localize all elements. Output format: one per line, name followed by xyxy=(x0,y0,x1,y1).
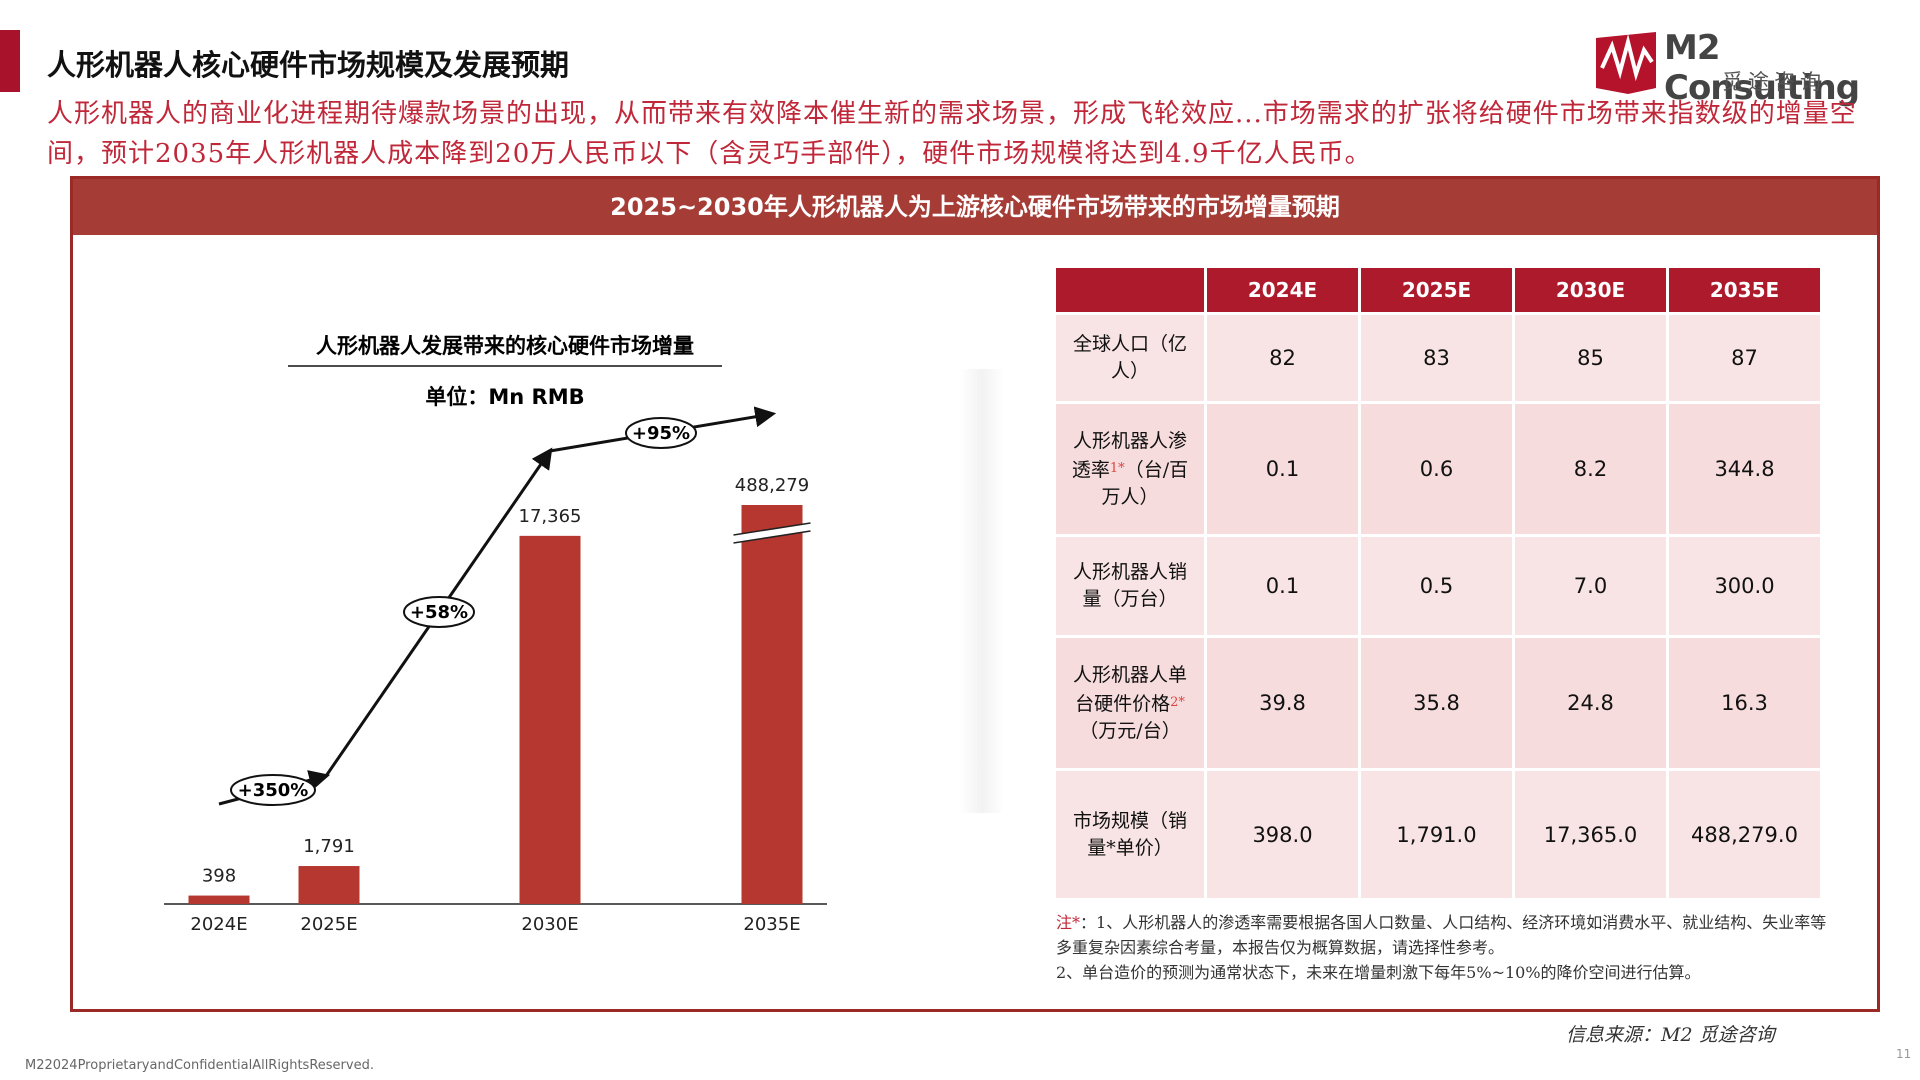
row-label-text: 人形机器人单台硬件价格 xyxy=(1072,663,1187,715)
page-number: 11 xyxy=(1896,1047,1912,1061)
data-label: 398 xyxy=(202,866,236,887)
row-label-text: 人形机器人渗透率 xyxy=(1071,429,1187,481)
table-cell: 24.8 xyxy=(1515,638,1666,768)
divider-shade xyxy=(960,369,1004,813)
header-cell: 2030E xyxy=(1515,268,1666,312)
table-cell: 7.0 xyxy=(1515,537,1666,635)
table-cell: 8.2 xyxy=(1515,404,1666,534)
footer: M22024ProprietaryandConfidentialAllRight… xyxy=(25,1058,374,1073)
row-label-text: 人形机器人销量（万台） xyxy=(1072,561,1187,610)
x-tick-label: 2030E xyxy=(521,914,578,935)
chart-subtitle: 单位：Mn RMB xyxy=(425,385,584,409)
note-text: ：1、人形机器人的渗透率需要根据各国人口数量、人口结构、经济环境如消费水平、就业… xyxy=(1056,913,1827,957)
row-label: 全球人口（亿人） xyxy=(1056,315,1204,401)
row-unit: （万元/台） xyxy=(1079,719,1181,742)
x-tick-label: 2024E xyxy=(190,914,247,935)
header-cell: 2024E xyxy=(1207,268,1358,312)
table-cell: 83 xyxy=(1361,315,1512,401)
table-cell: 0.1 xyxy=(1207,537,1358,635)
table-cell: 0.1 xyxy=(1207,404,1358,534)
table-cell: 300.0 xyxy=(1669,537,1820,635)
header-cell: 2025E xyxy=(1361,268,1512,312)
row-label: 人形机器人单台硬件价格2* （万元/台） xyxy=(1056,638,1204,768)
accent-bar xyxy=(0,30,20,92)
panel-title: 2025~2030年人形机器人为上游核心硬件市场带来的市场增量预期 xyxy=(73,179,1877,235)
intro-text: 人形机器人的商业化进程期待爆款场景的出现，从而带来有效降本催生新的需求场景，形成… xyxy=(47,99,1857,169)
table-cell: 0.6 xyxy=(1361,404,1512,534)
growth-badge xyxy=(403,596,475,628)
table-cell: 82 xyxy=(1207,315,1358,401)
table-cell: 488,279.0 xyxy=(1669,771,1820,898)
footnote-mark: 2* xyxy=(1170,694,1185,710)
note-prefix: 注* xyxy=(1056,913,1081,932)
table-cell: 398.0 xyxy=(1207,771,1358,898)
bar xyxy=(741,505,803,904)
row-unit: （台/百万人） xyxy=(1101,458,1189,508)
table-cell: 85 xyxy=(1515,315,1666,401)
table-row: 人形机器人单台硬件价格2* （万元/台） 39.8 35.8 24.8 16.3 xyxy=(1056,638,1820,768)
bar xyxy=(188,895,250,904)
logo-subtext: 觅途咨询 xyxy=(1722,70,1826,94)
logo-text: M2 Consulting xyxy=(1664,28,1860,108)
note-line: 2、单台造价的预测为通常状态下，未来在增量刺激下每年5%~10%的降价空间进行估… xyxy=(1056,963,1701,982)
footnote-mark: 1* xyxy=(1109,460,1125,476)
slide-title: 人形机器人核心硬件市场规模及发展预期 xyxy=(47,48,570,82)
note-line: 注*：1、人形机器人的渗透率需要根据各国人口数量、人口结构、经济环境如消费水平、… xyxy=(1056,910,1836,960)
x-tick-label: 2025E xyxy=(300,914,357,935)
table-row: 市场规模（销量*单价） 398.0 1,791.0 17,365.0 488,279.0 xyxy=(1056,771,1820,898)
table-cell: 17,365.0 xyxy=(1515,771,1666,898)
table-cell: 16.3 xyxy=(1669,638,1820,768)
table-cell: 35.8 xyxy=(1361,638,1512,768)
bar xyxy=(298,866,360,904)
data-label: 488,279 xyxy=(735,475,809,496)
row-label: 人形机器人渗透率1*（台/百万人） xyxy=(1056,404,1204,534)
data-label: 17,365 xyxy=(519,506,582,527)
table-cell: 1,791.0 xyxy=(1361,771,1512,898)
header-cell xyxy=(1056,268,1204,312)
table-cell: 87 xyxy=(1669,315,1820,401)
row-label: 人形机器人销量（万台） xyxy=(1056,537,1204,635)
axis-break-line xyxy=(733,522,811,536)
header-cell: 2035E xyxy=(1669,268,1820,312)
axis-break-line xyxy=(733,530,811,544)
table-cell: 39.8 xyxy=(1207,638,1358,768)
data-label: 1,791 xyxy=(303,836,355,857)
axis-break xyxy=(733,523,811,543)
table-row: 全球人口（亿人） 82 83 85 87 xyxy=(1056,315,1820,401)
growth-label: +58% xyxy=(410,602,468,623)
notes: 注*：1、人形机器人的渗透率需要根据各国人口数量、人口结构、经济环境如消费水平、… xyxy=(1056,910,1836,985)
x-tick-label: 2035E xyxy=(743,914,800,935)
row-label-text: 市场规模 xyxy=(1072,809,1149,832)
chart: 人形机器人发展带来的核心硬件市场增量 单位：Mn RMB 398 2024E 1,7… xyxy=(164,334,827,935)
data-table: 2024E 2025E 2030E 2035E 全球人口（亿人） 82 83 85 87 人形机器… xyxy=(1053,265,1823,901)
logo-mark xyxy=(1596,32,1656,94)
source: 信息来源：M2 觅途咨询 xyxy=(1566,1024,1775,1046)
growth-label: +350% xyxy=(238,780,309,801)
bar xyxy=(519,535,581,904)
table-row: 人形机器人渗透率1*（台/百万人） 0.1 0.6 8.2 344.8 xyxy=(1056,404,1820,534)
chart-title: 人形机器人发展带来的核心硬件市场增量 xyxy=(316,334,694,358)
row-label: 市场规模（销量*单价） xyxy=(1056,771,1204,898)
table-cell: 344.8 xyxy=(1669,404,1820,534)
row-label-text: 全球人口（亿人） xyxy=(1072,333,1187,382)
growth-label: +95% xyxy=(632,423,690,444)
table-cell: 0.5 xyxy=(1361,537,1512,635)
growth-badge xyxy=(625,417,697,449)
growth-badge xyxy=(230,774,316,806)
table-row: 人形机器人销量（万台） 0.1 0.5 7.0 300.0 xyxy=(1056,537,1820,635)
row-unit: （销量*单价） xyxy=(1087,809,1188,859)
